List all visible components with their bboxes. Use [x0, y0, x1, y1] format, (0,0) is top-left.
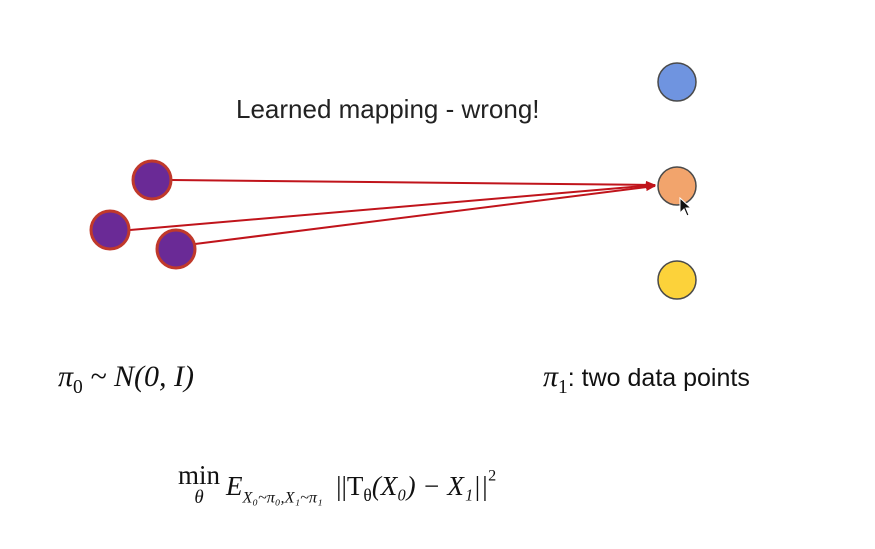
min-text: min: [178, 460, 221, 490]
source-distribution-label: π0 ~ N(0, I): [58, 360, 194, 399]
mapping-arrow-1: [171, 179, 656, 189]
min-theta: θ: [194, 487, 204, 508]
mapping-arrow-3: [194, 183, 656, 245]
norm-power: 2: [488, 466, 497, 485]
pi1-symbol: π: [543, 360, 559, 393]
arrow-cursor-icon: [679, 197, 693, 217]
diagram-title: Learned mapping - wrong!: [236, 94, 540, 124]
target-point-blue: [657, 62, 697, 102]
target-point-yellow: [657, 260, 697, 300]
source-point-1: [131, 159, 173, 201]
expectation-symbol: E: [226, 471, 243, 501]
pi0-subscript: 0: [73, 376, 83, 398]
source-point-2: [89, 209, 131, 251]
target-point-orange: [657, 166, 697, 206]
pi0-definition: ~ N(0, I): [82, 360, 194, 393]
source-point-3: [155, 228, 197, 270]
t-theta-subscript: θ: [363, 485, 372, 506]
min-operator: min θ: [178, 462, 220, 508]
pi1-subscript: 1: [558, 376, 568, 398]
mapping-arrow-2: [129, 181, 656, 231]
norm-open: ||T: [336, 471, 364, 501]
expectation-subscript: X₀~π₀,X₁~π₁: [242, 488, 323, 507]
objective-formula: min θ EX₀~π₀,X₁~π₁ ||Tθ(X₀) − X₁||2: [178, 462, 496, 508]
pi0-symbol: π: [58, 360, 74, 393]
pi1-description: : two data points: [567, 364, 750, 392]
target-distribution-label: π1: two data points: [543, 360, 750, 399]
norm-argument: (X₀) − X₁||: [371, 471, 489, 501]
